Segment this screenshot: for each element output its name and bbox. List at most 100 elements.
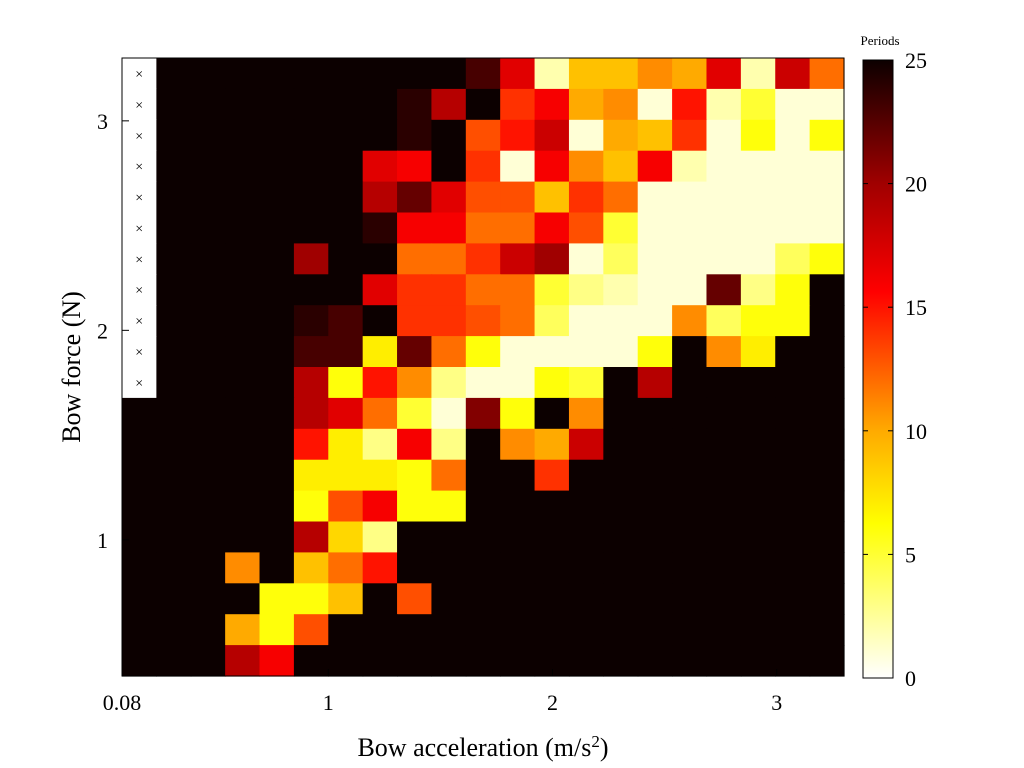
heatmap-cell [740, 58, 776, 90]
heatmap-cell [534, 336, 570, 368]
heatmap-cell [362, 243, 398, 275]
heatmap-cell [156, 181, 192, 214]
heatmap-cell [259, 58, 295, 90]
heatmap-cell [672, 490, 708, 523]
heatmap-cell [740, 552, 776, 584]
heatmap-cell [259, 150, 295, 183]
heatmap-cell [259, 459, 295, 492]
heatmap-cell [465, 521, 501, 553]
heatmap-cell [740, 88, 776, 121]
heatmap-cell [156, 367, 192, 399]
heatmap-cell [637, 521, 673, 553]
heatmap-cell [328, 583, 364, 615]
heatmap-cell [809, 336, 845, 368]
heatmap-cell [809, 552, 845, 584]
heatmap-cell [568, 614, 604, 646]
heatmap-cell [809, 305, 845, 337]
heatmap-cell [672, 397, 708, 430]
heatmap-cell [122, 336, 157, 368]
heatmap-cell [259, 552, 295, 584]
heatmap-cell [775, 583, 811, 615]
heatmap-cell [293, 181, 329, 214]
heatmap-cell [809, 583, 845, 615]
heatmap-cell [362, 88, 398, 121]
heatmap-cell [809, 614, 845, 646]
heatmap-cell [637, 490, 673, 523]
heatmap-cell [740, 305, 776, 337]
heatmap-cell [534, 552, 570, 584]
heatmap-cell [190, 336, 226, 368]
heatmap-cell [328, 181, 364, 214]
heatmap-cell [775, 552, 811, 584]
heatmap-cell [568, 274, 604, 306]
heatmap-cell [568, 521, 604, 553]
heatmap-cell [431, 181, 467, 214]
heatmap-cell [672, 428, 708, 461]
heatmap-cell [122, 119, 157, 152]
heatmap-cell [809, 181, 845, 214]
heatmap-cell [259, 428, 295, 461]
heatmap-cell [603, 119, 639, 152]
heatmap-cell [672, 583, 708, 615]
heatmap-cell [637, 428, 673, 461]
heatmap-cell [534, 614, 570, 646]
heatmap-cell [259, 119, 295, 152]
heatmap-cell [672, 645, 708, 677]
heatmap-cell [225, 645, 261, 677]
heatmap-cell [500, 490, 536, 523]
heatmap-cell [672, 305, 708, 337]
heatmap-cell [259, 397, 295, 430]
heatmap-cell [122, 181, 157, 214]
heatmap-cell [259, 614, 295, 646]
heatmap-cell [706, 336, 742, 368]
heatmap-cell [293, 150, 329, 183]
heatmap-cell [603, 490, 639, 523]
heatmap-cell [190, 367, 226, 399]
colorbar-tick-label: 20 [905, 172, 927, 197]
heatmap-cell [225, 521, 261, 553]
heatmap-cell [225, 490, 261, 523]
heatmap-cell [500, 119, 536, 152]
heatmap-cell [672, 552, 708, 584]
x-axis-label: Bow acceleration (m/s2) [357, 732, 608, 763]
heatmap-cell [362, 336, 398, 368]
heatmap-cell [293, 583, 329, 615]
heatmap-cell [293, 645, 329, 677]
heatmap-cell [465, 552, 501, 584]
heatmap-cell [397, 367, 433, 399]
heatmap-cell [603, 88, 639, 121]
heatmap-cell [293, 397, 329, 430]
y-tick-label: 1 [97, 528, 108, 553]
heatmap-cell [397, 614, 433, 646]
heatmap-cell [397, 397, 433, 430]
heatmap-cell [603, 274, 639, 306]
heatmap-cell [672, 119, 708, 152]
heatmap-cell [328, 521, 364, 553]
heatmap-cell [465, 274, 501, 306]
heatmap-cell [775, 150, 811, 183]
heatmap-cell [397, 119, 433, 152]
heatmap-cell [122, 305, 157, 337]
heatmap-cell [706, 521, 742, 553]
heatmap-cell [156, 58, 192, 90]
y-tick-label: 3 [97, 109, 108, 134]
heatmap-cell [568, 459, 604, 492]
axis-ticks: 0.08 1 2 3 1 2 3 [97, 109, 782, 715]
heatmap-cell [740, 274, 776, 306]
heatmap-cell [637, 367, 673, 399]
heatmap-cell [775, 88, 811, 121]
heatmap-cell [809, 645, 845, 677]
x-tick-label: 3 [771, 690, 782, 715]
heatmap-cell [156, 274, 192, 306]
heatmap-cell [534, 243, 570, 275]
heatmap-cell [362, 212, 398, 244]
heatmap-cell [603, 305, 639, 337]
heatmap-cell [122, 243, 157, 275]
heatmap-cell [362, 119, 398, 152]
heatmap-cell [637, 583, 673, 615]
heatmap-cell [225, 428, 261, 461]
heatmap-cell [259, 490, 295, 523]
heatmap-cell [809, 367, 845, 399]
heatmap-cell [706, 58, 742, 90]
